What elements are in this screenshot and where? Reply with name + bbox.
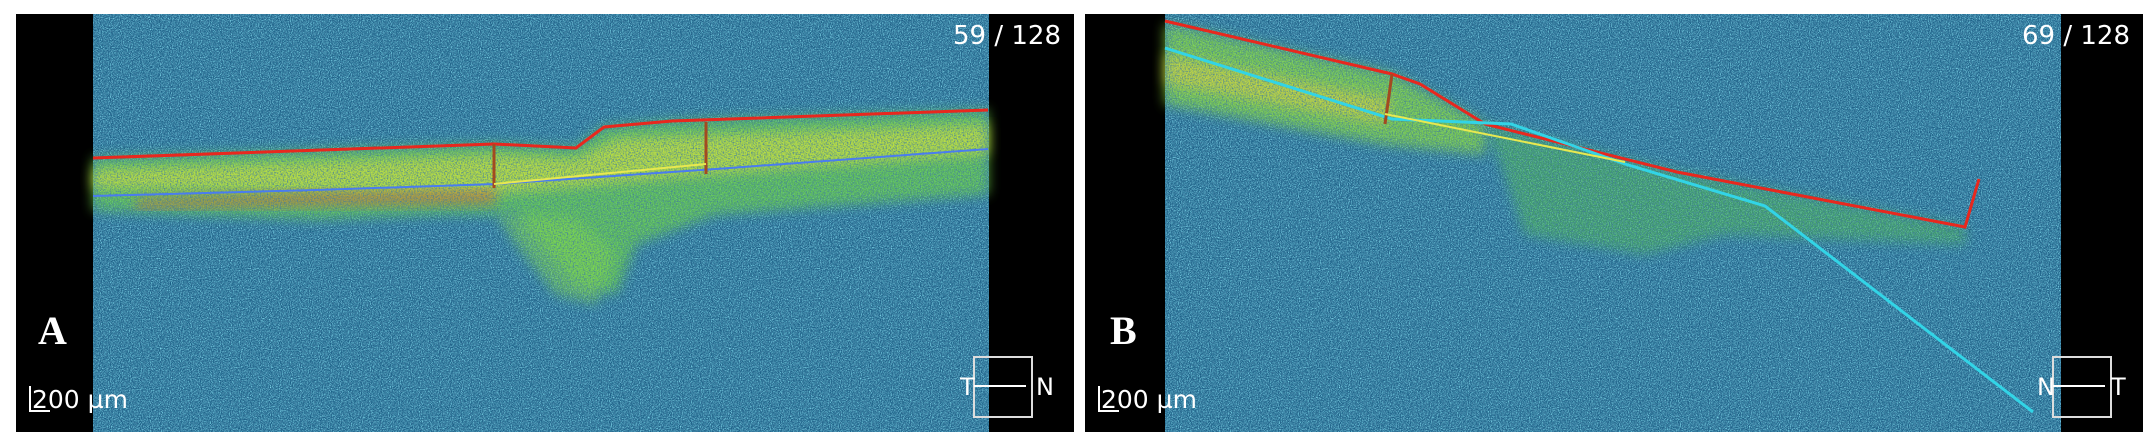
slice-number: 69 / 128 <box>2022 21 2130 51</box>
scale-text: 200 µm <box>1101 385 1197 414</box>
boundary-line <box>92 108 989 160</box>
retina-layers <box>93 14 989 432</box>
retina-layers <box>1165 14 2061 432</box>
scale-bar <box>1098 386 1119 412</box>
marker <box>1384 113 1626 163</box>
panel-label: A <box>38 308 67 353</box>
scale-text: 200 µm <box>32 385 128 414</box>
marker <box>1383 73 1394 125</box>
orientation-right: T <box>2110 373 2126 401</box>
orientation-right: N <box>1036 373 1054 401</box>
panel-b: 69 / 128 B 200 µm N T <box>1085 14 2143 432</box>
orientation-left: N <box>2037 373 2055 401</box>
marker <box>493 163 707 185</box>
scale-bar <box>29 386 50 412</box>
boundary-line <box>1164 46 2034 414</box>
panel-label: B <box>1110 308 1137 353</box>
slice-number: 59 / 128 <box>953 21 1061 51</box>
panel-a: 59 / 128 A 200 µm T N <box>16 14 1074 432</box>
orientation-left: T <box>959 373 975 401</box>
